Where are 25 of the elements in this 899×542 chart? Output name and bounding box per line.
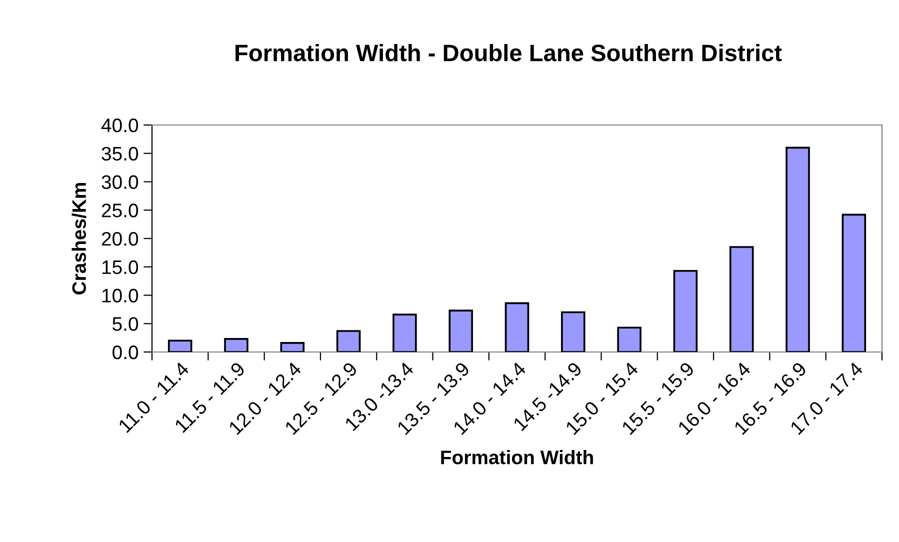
y-axis-title: Crashes/Km xyxy=(72,182,86,294)
bar xyxy=(168,340,192,352)
bar xyxy=(729,246,754,352)
bar xyxy=(224,338,248,352)
bar xyxy=(392,314,417,352)
y-tick-label: 10.0 xyxy=(102,288,138,302)
bar xyxy=(786,146,810,352)
y-tick-label: 5.0 xyxy=(112,317,138,331)
y-tick-label: 35.0 xyxy=(102,146,138,161)
y-tick-label: 30.0 xyxy=(102,175,138,189)
bar xyxy=(504,302,530,352)
bar xyxy=(842,214,866,352)
bar xyxy=(561,311,586,352)
x-axis-title: Formation Width xyxy=(441,450,593,464)
y-tick-label: 20.0 xyxy=(102,232,138,246)
bar xyxy=(673,270,698,352)
chart-title: Formation Width - Double Lane Southern District xyxy=(236,44,782,62)
y-tick-label: 25.0 xyxy=(102,204,138,218)
y-tick-label: 40.0 xyxy=(101,118,138,132)
y-tick-label: 15.0 xyxy=(102,260,138,274)
bar xyxy=(280,342,305,352)
y-tick-label: 0.0 xyxy=(112,345,138,360)
bar xyxy=(448,310,473,352)
bar xyxy=(336,330,361,352)
bar xyxy=(617,326,642,352)
